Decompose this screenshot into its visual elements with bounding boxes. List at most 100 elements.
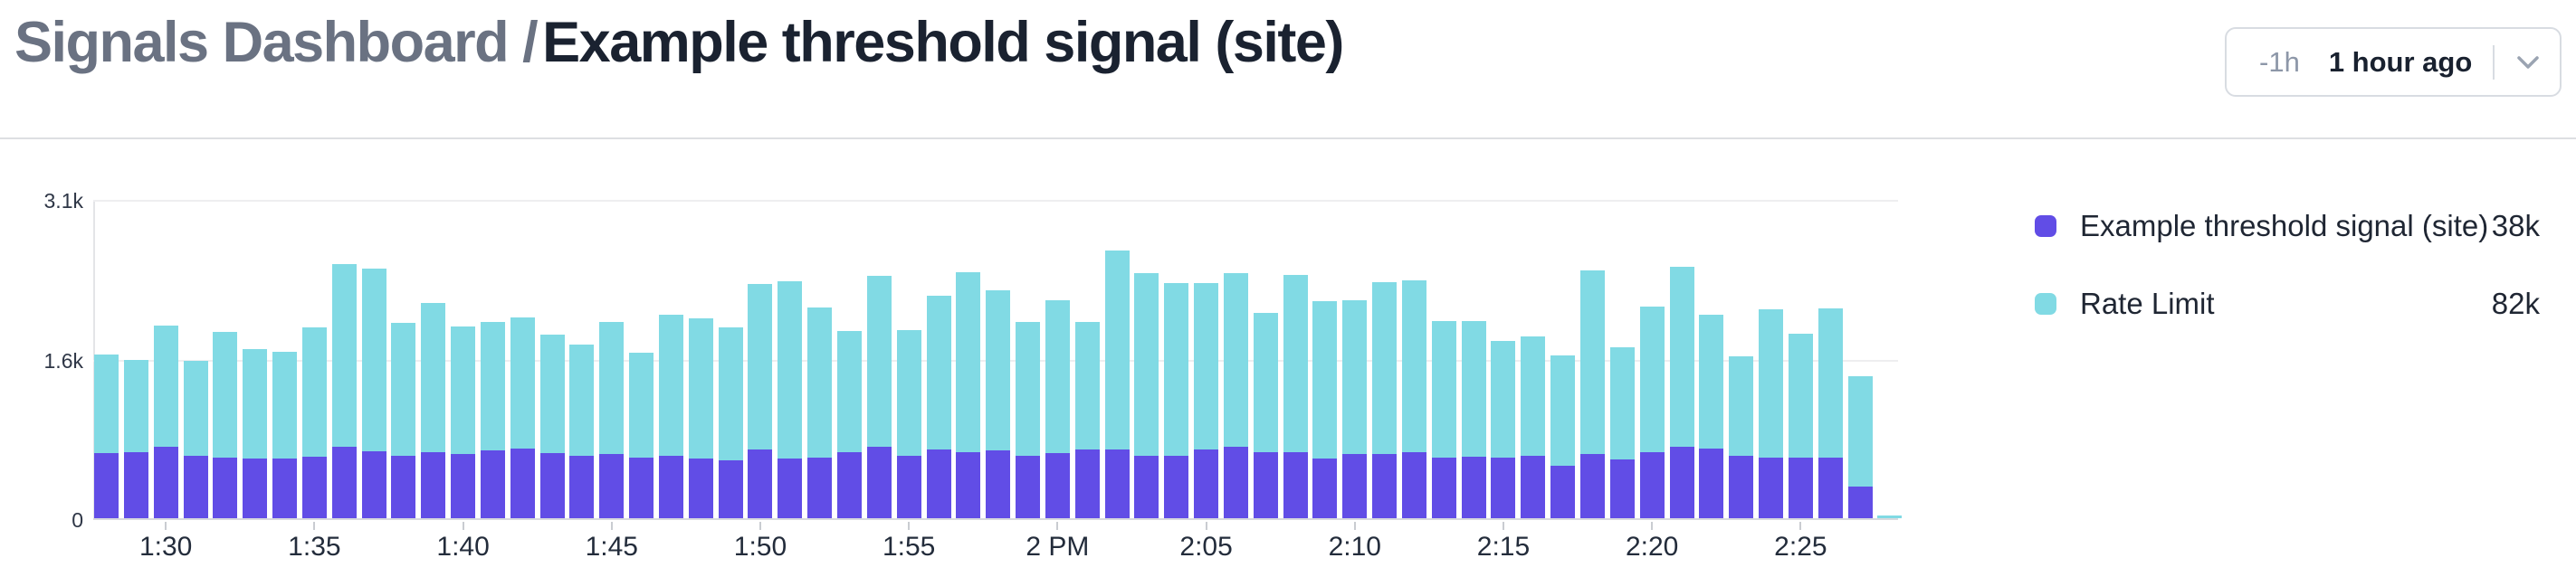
bar[interactable]: [153, 326, 178, 518]
bar[interactable]: [1550, 355, 1576, 518]
bar[interactable]: [480, 322, 505, 518]
legend-item-signal[interactable]: Example threshold signal (site) 38k: [2035, 206, 2540, 246]
bar[interactable]: [1699, 315, 1724, 518]
x-axis-label: 1:45: [585, 532, 638, 562]
bar[interactable]: [1253, 313, 1278, 518]
bar-segment-ratelimit: [243, 349, 268, 459]
bar[interactable]: [1580, 270, 1605, 518]
bar[interactable]: [1639, 307, 1665, 518]
legend-label: Example threshold signal (site): [2080, 209, 2489, 242]
bar[interactable]: [1788, 334, 1813, 518]
time-range-selector[interactable]: -1h 1 hour ago: [2225, 27, 2562, 97]
bar[interactable]: [1401, 280, 1426, 518]
legend: Example threshold signal (site) 38k Rate…: [2035, 206, 2540, 362]
bar-segment-ratelimit: [778, 281, 803, 459]
bar[interactable]: [1134, 273, 1159, 518]
bar-segment-signal: [361, 451, 386, 518]
bar-segment-signal: [1134, 456, 1159, 518]
bar[interactable]: [569, 345, 595, 518]
bar[interactable]: [866, 276, 892, 518]
bar-segment-ratelimit: [1847, 376, 1873, 487]
bar[interactable]: [361, 269, 386, 518]
bar[interactable]: [1104, 251, 1130, 518]
bar[interactable]: [778, 281, 803, 518]
bar-segment-ratelimit: [718, 327, 743, 460]
bar[interactable]: [1074, 322, 1100, 518]
legend-label: Rate Limit: [2080, 287, 2215, 320]
signal-swatch-icon: [2035, 215, 2056, 237]
bar-segment-ratelimit: [539, 335, 565, 453]
bar[interactable]: [1372, 282, 1398, 518]
bar[interactable]: [658, 315, 683, 518]
bar[interactable]: [688, 318, 713, 518]
bar[interactable]: [1194, 283, 1219, 518]
bar[interactable]: [1461, 321, 1486, 518]
bar-segment-signal: [1580, 454, 1605, 518]
bar-segment-signal: [986, 450, 1011, 518]
bar[interactable]: [1729, 356, 1754, 518]
legend-value: 38k: [2491, 209, 2540, 242]
x-axis-label: 2:15: [1476, 532, 1531, 562]
bar[interactable]: [183, 361, 208, 518]
bar[interactable]: [1521, 336, 1546, 518]
bar[interactable]: [1759, 309, 1784, 518]
legend-value: 82k: [2491, 287, 2540, 320]
bar[interactable]: [1045, 300, 1070, 518]
bar[interactable]: [896, 330, 921, 518]
bar-segment-signal: [569, 456, 595, 518]
bar[interactable]: [451, 326, 476, 518]
bar[interactable]: [1877, 516, 1903, 518]
bar-segment-ratelimit: [1609, 347, 1635, 459]
bar[interactable]: [599, 322, 625, 518]
bar-segment-signal: [688, 459, 713, 518]
bar[interactable]: [510, 317, 535, 518]
bar[interactable]: [1847, 376, 1873, 518]
bar[interactable]: [391, 323, 416, 518]
bar-segment-signal: [272, 459, 298, 518]
chevron-down-icon[interactable]: [2516, 54, 2540, 71]
bar-segment-signal: [1342, 454, 1368, 518]
bar-segment-ratelimit: [1194, 283, 1219, 449]
bar-segment-signal: [1847, 487, 1873, 518]
bar[interactable]: [629, 353, 654, 518]
breadcrumb-parent[interactable]: Signals Dashboard /: [14, 11, 539, 74]
bar[interactable]: [1223, 273, 1248, 518]
bar[interactable]: [1283, 275, 1308, 518]
bar[interactable]: [986, 290, 1011, 518]
bar[interactable]: [1164, 283, 1189, 518]
bar[interactable]: [1431, 321, 1456, 518]
bar[interactable]: [926, 296, 951, 518]
bar-segment-signal: [956, 452, 981, 518]
bar[interactable]: [1342, 300, 1368, 518]
bar[interactable]: [1609, 347, 1635, 518]
bar-segment-ratelimit: [1074, 322, 1100, 449]
bar[interactable]: [956, 272, 981, 518]
bar[interactable]: [213, 332, 238, 518]
bar-segment-signal: [331, 447, 357, 518]
x-axis-tick: [313, 522, 316, 530]
bar[interactable]: [807, 307, 833, 518]
bar[interactable]: [718, 327, 743, 518]
bar[interactable]: [1669, 267, 1694, 518]
bar[interactable]: [539, 335, 565, 518]
bar[interactable]: [1016, 322, 1041, 518]
x-axis-label: 2:10: [1328, 532, 1381, 562]
bar-segment-ratelimit: [1283, 275, 1308, 452]
bar[interactable]: [837, 331, 862, 518]
bar[interactable]: [243, 349, 268, 518]
bar[interactable]: [94, 355, 119, 518]
bar[interactable]: [123, 360, 148, 518]
bar[interactable]: [301, 327, 327, 518]
bar[interactable]: [1491, 341, 1516, 518]
bar-segment-signal: [599, 454, 625, 518]
bar[interactable]: [748, 284, 773, 518]
bar-segment-signal: [1729, 456, 1754, 518]
bar[interactable]: [272, 352, 298, 518]
bar-segment-ratelimit: [510, 317, 535, 449]
legend-item-ratelimit[interactable]: Rate Limit 82k: [2035, 284, 2540, 324]
bar[interactable]: [331, 264, 357, 518]
bar[interactable]: [1312, 301, 1338, 518]
bar[interactable]: [1818, 308, 1843, 518]
bar[interactable]: [421, 303, 446, 518]
